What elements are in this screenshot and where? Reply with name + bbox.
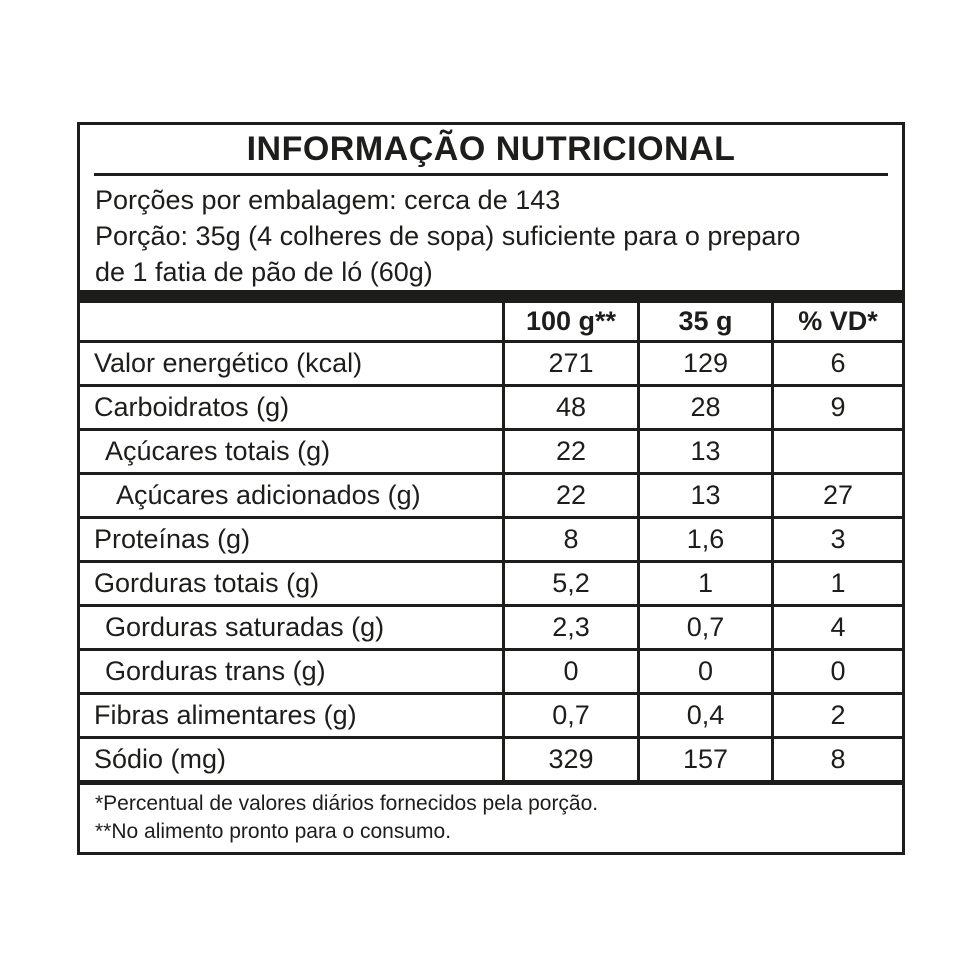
table-row: Açúcares adicionados (g) 22 13 27 (80, 475, 902, 519)
row-label: Sódio (mg) (94, 744, 227, 774)
row-label: Açúcares totais (g) (105, 436, 331, 466)
row-label: Gorduras saturadas (g) (105, 612, 385, 642)
nutrition-label: INFORMAÇÃO NUTRICIONAL Porções por embal… (77, 122, 905, 855)
row-label: Fibras alimentares (g) (94, 700, 357, 730)
row-value-100g: 329 (502, 739, 637, 780)
servings-per-package-line: Porções por embalagem: cerca de 143 (95, 185, 561, 215)
table-header-row: 100 g** 35 g % VD* (80, 303, 902, 343)
row-value-100g: 271 (502, 343, 637, 384)
row-value-35g: 1,6 (637, 519, 771, 560)
column-header-100g: 100 g** (502, 303, 637, 340)
serving-size-line: Porção: 35g (4 colheres de sopa) suficie… (95, 221, 801, 251)
row-value-vd: 0 (771, 651, 902, 692)
table-row: Gorduras saturadas (g) 2,3 0,7 4 (80, 607, 902, 651)
row-value-35g: 129 (637, 343, 771, 384)
table-row: Carboidratos (g) 48 28 9 (80, 387, 902, 431)
row-value-vd: 3 (771, 519, 902, 560)
row-label: Proteínas (g) (94, 524, 251, 554)
row-value-35g: 0,7 (637, 607, 771, 648)
row-value-vd: 6 (771, 343, 902, 384)
table-row: Proteínas (g) 8 1,6 3 (80, 519, 902, 563)
row-value-vd: 4 (771, 607, 902, 648)
row-value-vd: 9 (771, 387, 902, 428)
row-value-100g: 48 (502, 387, 637, 428)
serving-size-line-continued: de 1 fatia de pão de ló (60g) (95, 257, 433, 287)
row-label: Valor energético (kcal) (94, 348, 363, 378)
row-value-35g: 28 (637, 387, 771, 428)
table-row: Gorduras trans (g) 0 0 0 (80, 651, 902, 695)
column-header-35g: 35 g (637, 303, 771, 340)
row-label: Carboidratos (g) (94, 392, 290, 422)
row-value-35g: 13 (637, 431, 771, 472)
footnote-daily-values: *Percentual de valores diários fornecido… (95, 792, 599, 815)
row-value-vd: 2 (771, 695, 902, 736)
serving-info: Porções por embalagem: cerca de 143 Porç… (80, 176, 902, 290)
row-label: Gorduras trans (g) (105, 656, 326, 686)
row-value-35g: 157 (637, 739, 771, 780)
row-value-35g: 0 (637, 651, 771, 692)
column-header-blank (80, 303, 502, 340)
row-label: Açúcares adicionados (g) (116, 480, 421, 510)
column-header-vd: % VD* (771, 303, 902, 340)
row-label: Gorduras totais (g) (94, 568, 320, 598)
table-row: Valor energético (kcal) 271 129 6 (80, 343, 902, 387)
row-value-vd: 27 (771, 475, 902, 516)
row-value-vd: 8 (771, 739, 902, 780)
footnotes: *Percentual de valores diários fornecido… (80, 785, 902, 846)
nutrient-table-body: Valor energético (kcal) 271 129 6 Carboi… (80, 343, 902, 785)
row-value-100g: 5,2 (502, 563, 637, 604)
row-value-35g: 0,4 (637, 695, 771, 736)
row-value-100g: 22 (502, 431, 637, 472)
row-value-100g: 22 (502, 475, 637, 516)
row-value-35g: 13 (637, 475, 771, 516)
table-row: Açúcares totais (g) 22 13 (80, 431, 902, 475)
row-value-vd (771, 431, 902, 472)
row-value-100g: 0 (502, 651, 637, 692)
row-value-35g: 1 (637, 563, 771, 604)
table-row: Sódio (mg) 329 157 8 (80, 739, 902, 785)
row-value-100g: 2,3 (502, 607, 637, 648)
row-value-vd: 1 (771, 563, 902, 604)
row-value-100g: 8 (502, 519, 637, 560)
table-row: Gorduras totais (g) 5,2 1 1 (80, 563, 902, 607)
footnote-prepared-food: **No alimento pronto para o consumo. (95, 820, 452, 843)
row-value-100g: 0,7 (502, 695, 637, 736)
label-title: INFORMAÇÃO NUTRICIONAL (246, 129, 736, 168)
thick-separator-bar (80, 290, 902, 303)
title-divider (94, 173, 888, 176)
table-row: Fibras alimentares (g) 0,7 0,4 2 (80, 695, 902, 739)
